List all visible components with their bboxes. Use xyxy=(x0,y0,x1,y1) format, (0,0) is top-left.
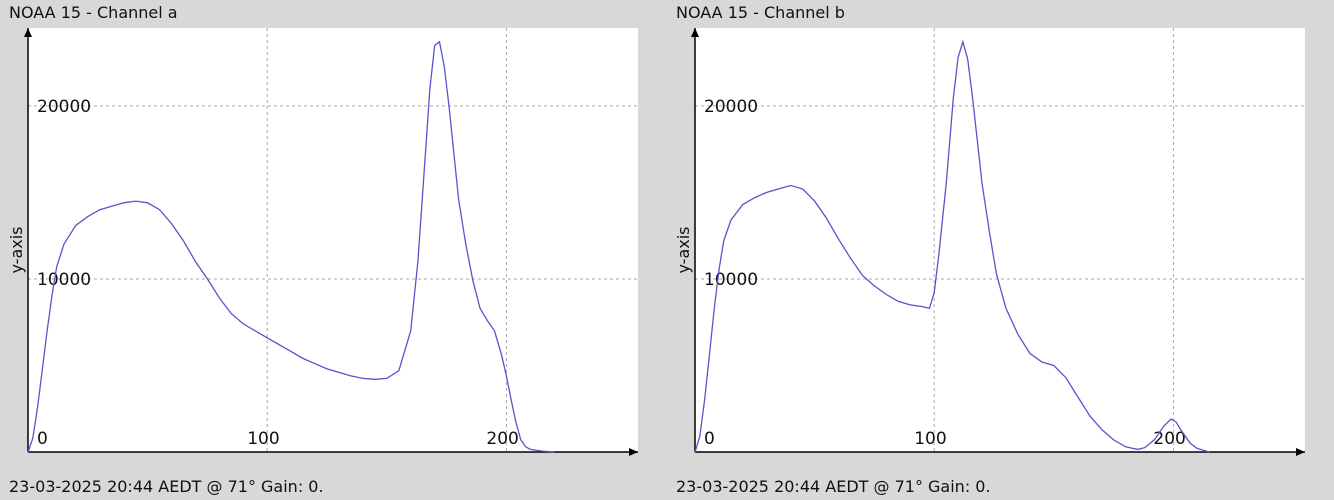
y-axis-arrow xyxy=(691,28,699,37)
y-axis-label: y-axis xyxy=(674,226,693,273)
y-tick-label: 10000 xyxy=(37,270,91,290)
x-tick-label: 0 xyxy=(37,429,48,449)
x-tick-label: 200 xyxy=(486,429,518,449)
x-tick-label: 0 xyxy=(704,429,715,449)
y-tick-label: 10000 xyxy=(704,270,758,290)
line-chart-channel-a: 0 100 200 10000 20000 y-axis xyxy=(7,28,638,456)
x-tick-label: 100 xyxy=(247,429,279,449)
x-tick-label: 200 xyxy=(1153,429,1185,449)
timestamp-footer: 23-03-2025 20:44 AEDT @ 71° Gain: 0. xyxy=(676,477,991,496)
plot-area xyxy=(28,28,638,452)
series-line xyxy=(27,40,555,453)
y-tick-label: 20000 xyxy=(37,97,91,117)
chart-title: NOAA 15 - Channel b xyxy=(676,3,845,22)
y-tick-label: 20000 xyxy=(704,97,758,117)
x-axis-arrow xyxy=(629,448,638,456)
y-axis-arrow xyxy=(24,28,32,37)
line-chart-channel-b: 0 100 200 10000 20000 y-axis xyxy=(674,28,1305,456)
x-tick-label: 100 xyxy=(914,429,946,449)
series-line xyxy=(694,39,1210,453)
chart-panel-channel-a: NOAA 15 - Channel a 0 100 200 10000 20000 y-a… xyxy=(7,3,638,496)
timestamp-footer: 23-03-2025 20:44 AEDT @ 71° Gain: 0. xyxy=(9,477,324,496)
plot-area xyxy=(695,28,1305,452)
y-axis-label: y-axis xyxy=(7,226,26,273)
x-axis-arrow xyxy=(1296,448,1305,456)
chart-title: NOAA 15 - Channel a xyxy=(9,3,178,22)
chart-panel-channel-b: NOAA 15 - Channel b 0 100 200 10000 20000 y-a… xyxy=(667,0,1334,500)
